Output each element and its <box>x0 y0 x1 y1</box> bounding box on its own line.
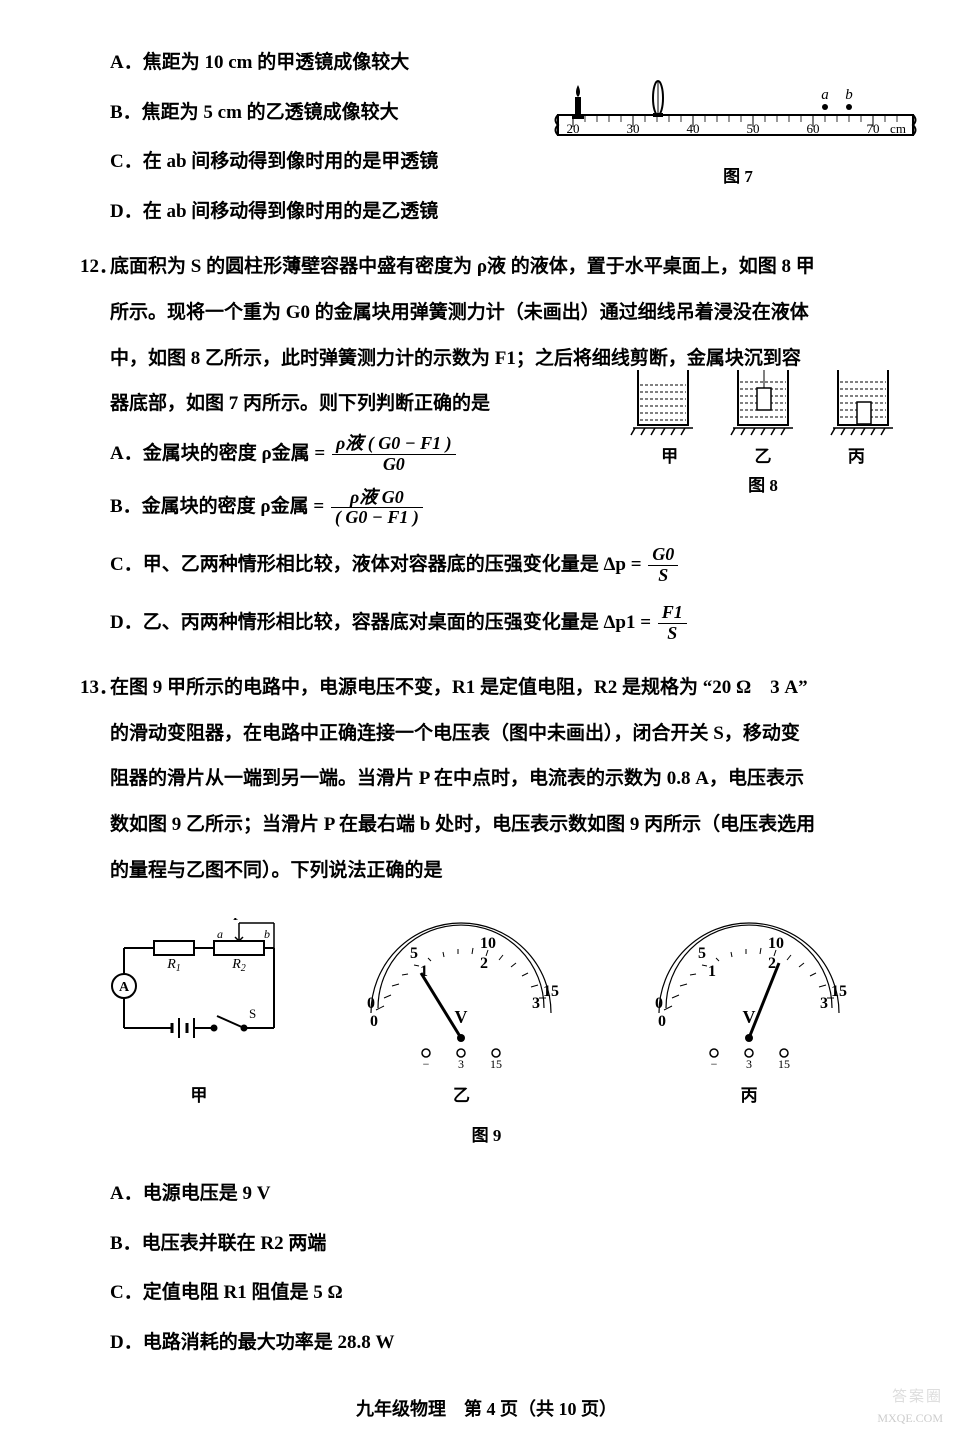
candle-icon <box>572 85 584 119</box>
q12-number: 12． <box>80 244 110 290</box>
circuit-diagram: A R1 R2 P a b S <box>99 918 299 1068</box>
lens-icon <box>653 81 663 117</box>
svg-text:3: 3 <box>746 1057 752 1068</box>
svg-text:V: V <box>743 1007 756 1027</box>
svg-text:15: 15 <box>778 1057 790 1068</box>
svg-text:2: 2 <box>480 955 488 972</box>
svg-text:15: 15 <box>831 983 847 1000</box>
svg-text:−: − <box>423 1057 430 1068</box>
svg-text:3: 3 <box>820 995 828 1012</box>
q12-opt-d: D．乙、丙两种情形相比较，容器底对桌面的压强变化量是 Δp1 = F1S <box>110 600 923 646</box>
figure-8-label: 图 8 <box>623 471 903 496</box>
svg-text:R1: R1 <box>166 957 181 974</box>
svg-text:30: 30 <box>627 121 640 136</box>
svg-text:15: 15 <box>490 1057 502 1068</box>
fig8-container-yi <box>723 360 803 440</box>
page-footer: 九年级物理 第 4 页（共 10 页） <box>50 1395 923 1421</box>
svg-text:P: P <box>233 918 241 923</box>
fig8-container-jia <box>623 360 703 440</box>
q12-opt-c: C．甲、乙两种情形相比较，液体对容器底的压强变化量是 Δp = G0S <box>110 542 923 588</box>
figure-9: A R1 R2 P a b S 甲 0 0 5 1 10 2 <box>80 918 893 1106</box>
voltmeter-bing: 0 0 5 1 10 2 15 3 V <box>624 918 874 1068</box>
svg-text:3: 3 <box>458 1057 464 1068</box>
svg-text:40: 40 <box>687 121 700 136</box>
svg-text:S: S <box>249 1006 256 1021</box>
q11-opt-d: D．在 ab 间移动得到像时用的是乙透镜 <box>110 189 923 235</box>
q13-number: 13． <box>80 665 110 711</box>
svg-text:2: 2 <box>768 955 776 972</box>
svg-text:3: 3 <box>532 995 540 1012</box>
svg-text:10: 10 <box>768 935 784 952</box>
svg-text:R2: R2 <box>231 957 246 974</box>
svg-text:b: b <box>845 87 853 103</box>
svg-text:cm: cm <box>890 121 906 136</box>
watermark-url: MXQE.COM <box>877 1411 943 1426</box>
svg-text:V: V <box>455 1007 468 1027</box>
svg-text:0: 0 <box>367 995 375 1012</box>
ruler-diagram: 20 30 40 50 60 70 cm a b <box>553 75 923 155</box>
svg-text:a: a <box>217 927 223 941</box>
svg-text:a: a <box>821 87 829 103</box>
svg-text:0: 0 <box>370 1013 378 1030</box>
svg-text:b: b <box>264 927 270 941</box>
svg-text:60: 60 <box>807 121 820 136</box>
svg-text:50: 50 <box>747 121 760 136</box>
svg-text:5: 5 <box>410 945 418 962</box>
svg-text:15: 15 <box>543 983 559 1000</box>
q13-opt-a: A．电源电压是 9 V <box>110 1171 923 1217</box>
svg-text:0: 0 <box>655 995 663 1012</box>
svg-text:70: 70 <box>867 121 880 136</box>
figure-7: 20 30 40 50 60 70 cm a b 图 7 <box>553 75 923 187</box>
svg-text:20: 20 <box>567 121 580 136</box>
figure-7-label: 图 7 <box>553 162 923 187</box>
svg-text:10: 10 <box>480 935 496 952</box>
voltmeter-yi: 0 0 5 1 10 2 15 3 <box>336 918 586 1068</box>
q13-opt-c: C．定值电阻 R1 阻值是 5 Ω <box>110 1270 923 1316</box>
svg-text:0: 0 <box>658 1013 666 1030</box>
svg-text:−: − <box>711 1057 718 1068</box>
watermark-logo: 答案圈 <box>892 1385 943 1406</box>
q13-stem: 13．在图 9 甲所示的电路中，电源电压不变，R1 是定值电阻，R2 是规格为 … <box>80 665 923 893</box>
figure-8: 甲 乙 丙 图 8 <box>623 360 903 496</box>
svg-text:5: 5 <box>698 945 706 962</box>
svg-text:A: A <box>119 980 130 995</box>
q13-opt-b: B．电压表并联在 R2 两端 <box>110 1221 923 1267</box>
svg-text:1: 1 <box>708 963 716 980</box>
q13-options: A．电源电压是 9 V B．电压表并联在 R2 两端 C．定值电阻 R1 阻值是… <box>110 1171 923 1365</box>
q13-opt-d: D．电路消耗的最大功率是 28.8 W <box>110 1320 923 1366</box>
fig8-container-bing <box>823 360 903 440</box>
figure-9-label: 图 9 <box>50 1121 923 1146</box>
